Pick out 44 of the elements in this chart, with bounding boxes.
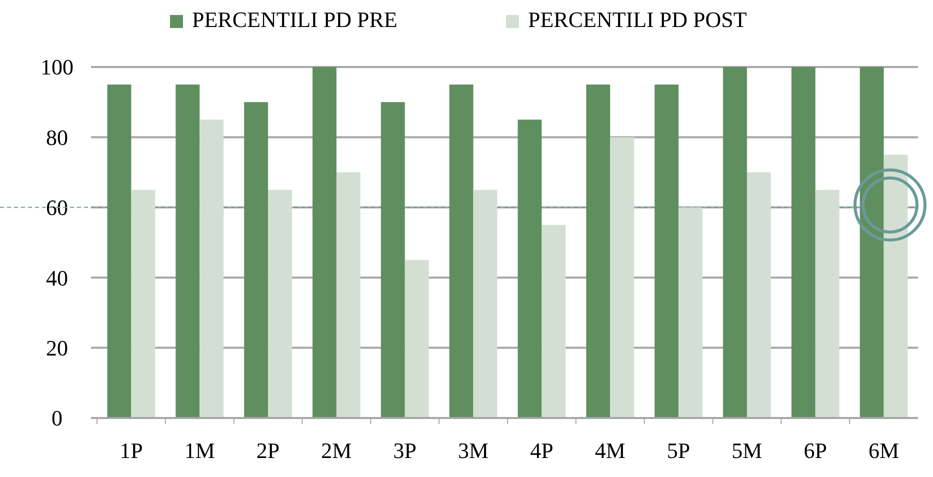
bar xyxy=(791,67,816,418)
bar xyxy=(312,67,336,418)
bar xyxy=(244,102,268,418)
bar xyxy=(610,137,634,418)
bar xyxy=(449,84,474,418)
x-tick-label: 5P xyxy=(666,438,690,463)
bar xyxy=(586,84,610,418)
bar xyxy=(518,120,542,418)
x-tick-label: 3P xyxy=(393,438,416,463)
bar xyxy=(860,67,884,418)
x-tick-label: 3M xyxy=(458,438,489,463)
bar xyxy=(884,154,908,418)
x-tick-label: 2P xyxy=(256,438,280,463)
legend-label: PERCENTILI PD PRE xyxy=(192,7,398,32)
bar xyxy=(473,190,498,418)
x-tick-label: 4P xyxy=(530,438,554,463)
y-tick-label: 80 xyxy=(46,124,68,150)
bar xyxy=(746,172,771,418)
bar xyxy=(131,190,156,418)
x-tick-label: 6P xyxy=(804,438,827,463)
bar xyxy=(336,172,360,418)
y-tick-label: 100 xyxy=(40,54,74,80)
bar xyxy=(654,84,679,418)
bar xyxy=(723,67,747,418)
x-tick-label: 4M xyxy=(594,438,626,463)
legend-label: PERCENTILI PD POST xyxy=(528,7,748,32)
bar xyxy=(176,84,200,418)
bar xyxy=(380,102,405,418)
y-tick-label: 0 xyxy=(52,406,62,431)
x-tick-label: 5M xyxy=(732,438,762,463)
x-tick-label: 1M xyxy=(184,438,215,463)
bar xyxy=(678,207,702,418)
x-tick-label: 2M xyxy=(321,438,352,463)
bar xyxy=(200,120,224,418)
bar xyxy=(107,84,132,418)
bar xyxy=(404,260,429,418)
bar xyxy=(542,224,566,418)
y-tick-label: 20 xyxy=(46,336,68,360)
y-tick-label: 60 xyxy=(46,195,68,220)
bar xyxy=(815,190,840,418)
y-tick-label: 40 xyxy=(46,265,68,290)
x-tick-label: 6M xyxy=(868,438,900,463)
bar xyxy=(268,190,292,418)
x-tick-label: 1P xyxy=(120,438,143,463)
